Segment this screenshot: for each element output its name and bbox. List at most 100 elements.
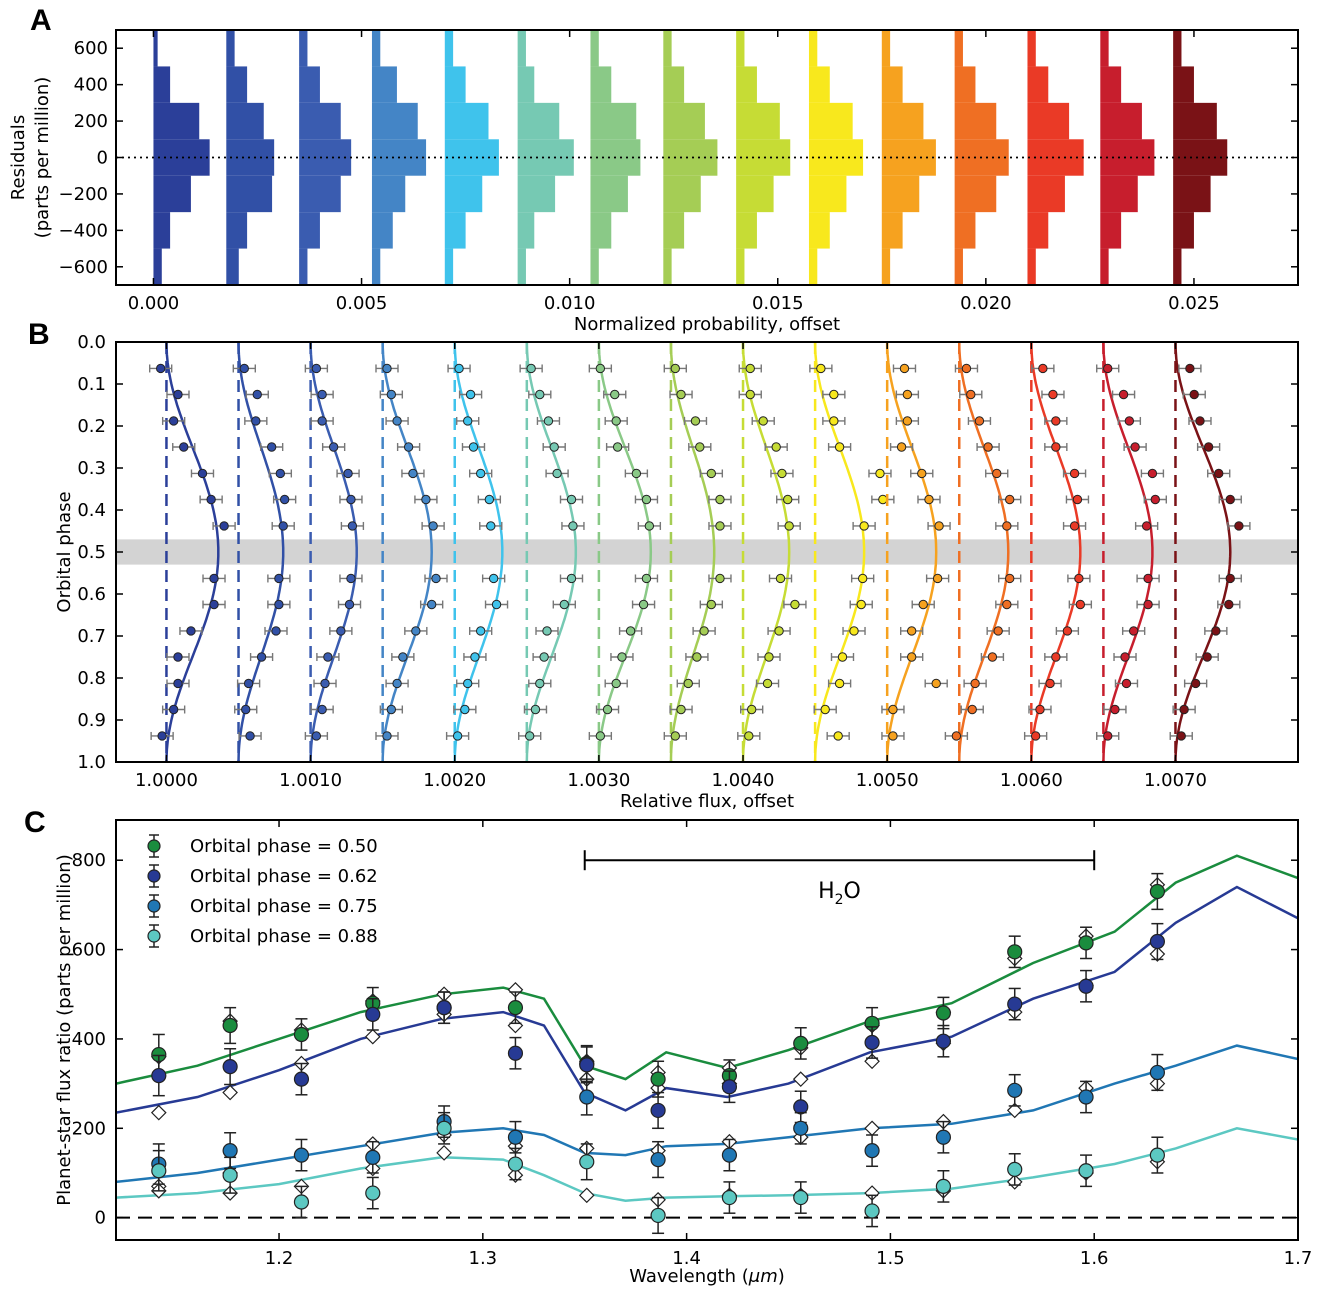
binned-model-diamond: [578, 1187, 595, 1204]
y-tick-label: 1.0: [77, 752, 106, 773]
data-point: [403, 442, 414, 452]
histogram-bar: [954, 212, 976, 249]
data-point: [1225, 494, 1235, 505]
data-point: [987, 652, 998, 662]
data-point: [1074, 573, 1084, 584]
legend-marker: [147, 899, 161, 913]
x-tick-label: 0.005: [336, 293, 388, 314]
data-point: [899, 363, 910, 374]
data-point: [1147, 468, 1158, 479]
panel-b-x-label: Relative flux, offset: [620, 791, 794, 812]
data-point: [274, 599, 284, 610]
histogram-bar: [1173, 30, 1182, 67]
data-point: [650, 1151, 666, 1168]
data-point: [793, 1120, 809, 1136]
x-tick-label: 1.2: [265, 1248, 294, 1269]
phase-curve-model: [453, 342, 504, 762]
x-tick-label: 1.0070: [1144, 770, 1207, 791]
phase-curve-model: [741, 342, 791, 762]
histogram-bar: [736, 139, 791, 176]
x-tick-label: 1.7: [1284, 1248, 1313, 1269]
data-point: [382, 363, 392, 374]
data-point: [475, 468, 486, 479]
data-point: [602, 704, 613, 715]
histogram-bar: [153, 248, 162, 285]
data-point: [1110, 704, 1120, 715]
binned-model-diamond: [1006, 1102, 1023, 1119]
data-point: [631, 468, 642, 479]
panel-b-eclipse-band: [116, 539, 1298, 565]
data-point: [552, 468, 562, 479]
data-point: [775, 573, 786, 584]
panel-a-x-label: Normalized probability, offset: [574, 314, 840, 335]
data-point: [222, 1059, 238, 1075]
x-tick-label: 0.010: [544, 293, 596, 314]
data-point: [935, 1129, 952, 1145]
histogram-bar: [881, 175, 920, 213]
x-tick-label: 0.000: [128, 293, 180, 314]
data-point: [625, 626, 636, 636]
data-point: [251, 416, 261, 426]
data-point: [278, 521, 288, 531]
legend-label: Orbital phase = 0.50: [190, 836, 378, 857]
histogram-bar: [1027, 30, 1036, 67]
histogram-bar: [517, 30, 526, 67]
histogram-bar: [954, 175, 997, 213]
data-point: [365, 1149, 381, 1165]
histogram-bar: [517, 175, 556, 213]
data-point: [293, 1026, 310, 1043]
histogram-bar: [881, 30, 891, 67]
data-point: [559, 599, 569, 610]
data-point: [970, 678, 980, 689]
data-point: [610, 389, 620, 400]
data-point: [382, 731, 392, 741]
data-point: [1007, 1082, 1023, 1098]
data-point: [1069, 468, 1080, 479]
data-point: [961, 363, 972, 374]
data-point: [507, 1129, 524, 1145]
y-tick-label: 0.7: [77, 626, 106, 647]
histogram-bar: [153, 66, 171, 103]
data-point: [856, 599, 866, 610]
histogram-bar: [299, 139, 352, 176]
data-point: [1234, 521, 1244, 531]
x-tick-label: 1.0010: [279, 770, 342, 791]
panel-c-frame: [115, 819, 1299, 1241]
panel-c-x-label-text: Wavelength (: [629, 1266, 749, 1287]
model-spectrum-line: [116, 1127, 1298, 1202]
data-point: [875, 468, 885, 479]
panel-a-bars: [153, 30, 1228, 285]
data-point: [579, 1057, 595, 1073]
data-point: [465, 389, 476, 400]
histogram-bar: [153, 102, 200, 140]
data-point: [1149, 1064, 1165, 1081]
data-point: [1211, 626, 1221, 636]
data-point: [431, 573, 441, 584]
data-point: [222, 1143, 238, 1159]
binned-model-diamond: [792, 1071, 809, 1087]
histogram-bar: [590, 212, 612, 249]
data-point: [906, 652, 917, 662]
histogram-bar: [736, 212, 757, 249]
y-tick-label: 0.8: [77, 668, 106, 689]
data-point: [692, 652, 702, 662]
panel-b-curves: [148, 342, 1251, 762]
histogram-bar: [808, 30, 818, 67]
data-point: [690, 416, 701, 426]
data-point: [1124, 416, 1135, 426]
histogram-bar: [808, 102, 853, 140]
x-tick-label: 1.0000: [135, 770, 198, 791]
data-point: [992, 468, 1002, 479]
phase-curve-model: [885, 342, 938, 762]
data-point: [222, 1167, 238, 1183]
data-point: [931, 678, 941, 689]
data-point: [293, 1147, 310, 1163]
panel-c-y-ticks: 0 200 400 600 800: [72, 850, 1298, 1229]
data-point: [650, 1102, 666, 1119]
data-point: [829, 416, 839, 426]
data-point: [157, 731, 167, 741]
y-tick-label: 0.0: [77, 332, 106, 353]
histogram-bar: [663, 139, 718, 176]
data-point: [266, 442, 277, 452]
histogram-bar: [1100, 66, 1122, 103]
